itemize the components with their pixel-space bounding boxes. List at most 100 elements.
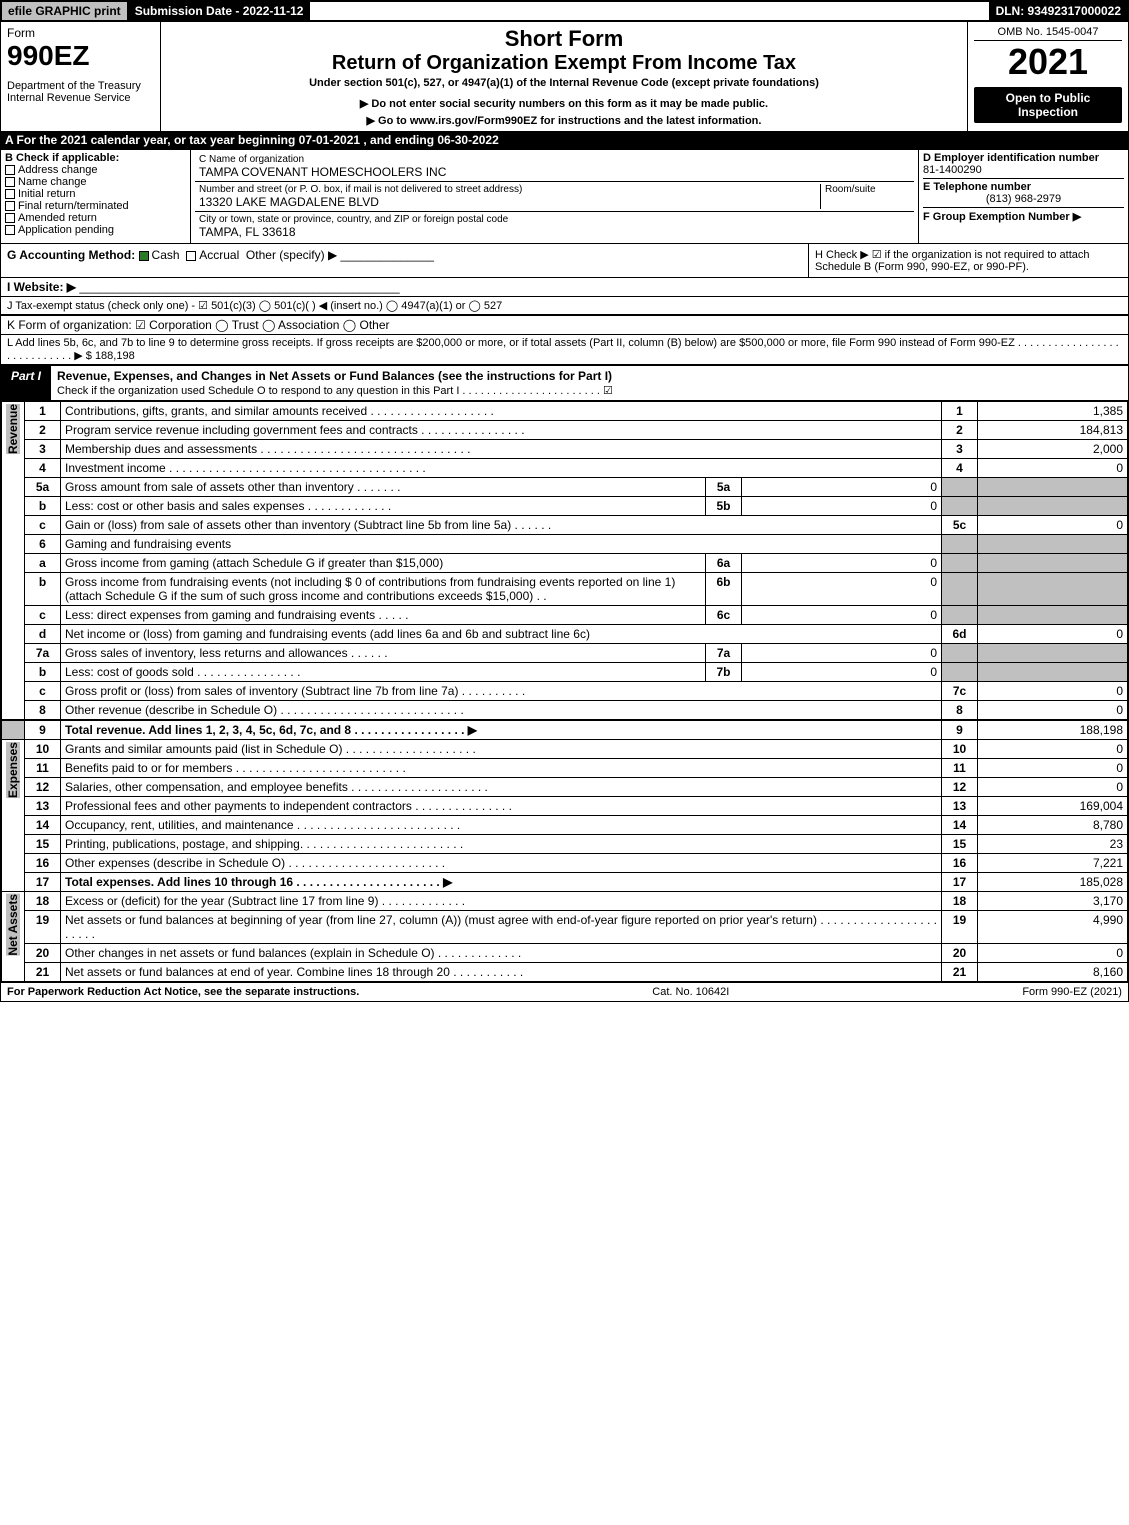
header-left: Form 990EZ Department of the Treasury In… — [1, 22, 161, 131]
phone: (813) 968-2979 — [923, 193, 1124, 208]
j-text: J Tax-exempt status (check only one) - ☑… — [1, 297, 1128, 314]
submission-date: Submission Date - 2022-11-12 — [128, 1, 311, 21]
section-k: K Form of organization: ☑ Corporation ◯ … — [1, 314, 1128, 334]
b-opt-initial[interactable]: Initial return — [5, 188, 186, 200]
c-street-label: Number and street (or P. O. box, if mail… — [199, 184, 820, 195]
line-17: 17Total expenses. Add lines 10 through 1… — [2, 873, 1128, 892]
b-opt-pending[interactable]: Application pending — [5, 224, 186, 236]
line-6a: aGross income from gaming (attach Schedu… — [2, 554, 1128, 573]
line-6b: bGross income from fundraising events (n… — [2, 573, 1128, 606]
section-h: H Check ▶ ☑ if the organization is not r… — [808, 244, 1128, 277]
b-opt-name[interactable]: Name change — [5, 176, 186, 188]
ssn-warning: ▶ Do not enter social security numbers o… — [167, 97, 961, 110]
expenses-label: Expenses — [6, 742, 20, 798]
omb-number: OMB No. 1545-0047 — [974, 26, 1122, 41]
c-room-label: Room/suite — [825, 184, 910, 195]
footer-left: For Paperwork Reduction Act Notice, see … — [7, 986, 359, 998]
g-cash-checkbox[interactable] — [139, 251, 149, 261]
line-9: 9Total revenue. Add lines 1, 2, 3, 4, 5c… — [2, 720, 1128, 740]
line-1: Revenue 1Contributions, gifts, grants, a… — [2, 402, 1128, 421]
form-number: 990EZ — [7, 40, 154, 72]
ein: 81-1400290 — [923, 164, 1124, 179]
line-3: 3Membership dues and assessments . . . .… — [2, 440, 1128, 459]
line-5b: bLess: cost or other basis and sales exp… — [2, 497, 1128, 516]
footer-center: Cat. No. 10642I — [652, 986, 729, 998]
section-c: C Name of organization TAMPA COVENANT HO… — [191, 150, 918, 243]
part1-check: Check if the organization used Schedule … — [57, 385, 613, 397]
line-18: Net Assets 18Excess or (deficit) for the… — [2, 892, 1128, 911]
line-6c: cLess: direct expenses from gaming and f… — [2, 606, 1128, 625]
l-text: L Add lines 5b, 6c, and 7b to line 9 to … — [7, 337, 1119, 362]
line-20: 20Other changes in net assets or fund ba… — [2, 944, 1128, 963]
org-name: TAMPA COVENANT HOMESCHOOLERS INC — [199, 165, 910, 179]
part1-tab: Part I — [1, 366, 51, 400]
form-title: Return of Organization Exempt From Incom… — [167, 52, 961, 75]
line-11: 11Benefits paid to or for members . . . … — [2, 759, 1128, 778]
f-label: F Group Exemption Number ▶ — [923, 210, 1124, 223]
section-j: J Tax-exempt status (check only one) - ☑… — [1, 296, 1128, 314]
k-text: K Form of organization: ☑ Corporation ◯ … — [1, 316, 1128, 334]
g-label: G Accounting Method: — [7, 248, 135, 262]
line-15: 15Printing, publications, postage, and s… — [2, 835, 1128, 854]
line-7a: 7aGross sales of inventory, less returns… — [2, 644, 1128, 663]
tax-year: 2021 — [974, 41, 1122, 83]
line-19: 19Net assets or fund balances at beginni… — [2, 911, 1128, 944]
line-5a: 5aGross amount from sale of assets other… — [2, 478, 1128, 497]
form-subtitle: Under section 501(c), 527, or 4947(a)(1)… — [167, 77, 961, 89]
section-l: L Add lines 5b, 6c, and 7b to line 9 to … — [1, 334, 1128, 364]
footer-right: Form 990-EZ (2021) — [1022, 986, 1122, 998]
section-i: I Website: ▶ ___________________________… — [1, 277, 1128, 296]
d-label: D Employer identification number — [923, 152, 1124, 164]
topbar-spacer — [310, 1, 988, 21]
part1-table: Revenue 1Contributions, gifts, grants, a… — [1, 401, 1128, 982]
b-opt-amended[interactable]: Amended return — [5, 212, 186, 224]
b-opt-address[interactable]: Address change — [5, 164, 186, 176]
line-13: 13Professional fees and other payments t… — [2, 797, 1128, 816]
line-7b: bLess: cost of goods sold . . . . . . . … — [2, 663, 1128, 682]
line-10: Expenses 10Grants and similar amounts pa… — [2, 740, 1128, 759]
line-6d: dNet income or (loss) from gaming and fu… — [2, 625, 1128, 644]
efile-print-button[interactable]: efile GRAPHIC print — [1, 1, 128, 21]
section-b: B Check if applicable: Address change Na… — [1, 150, 191, 243]
line-2: 2Program service revenue including gover… — [2, 421, 1128, 440]
c-name-label: C Name of organization — [199, 154, 910, 165]
g-cash: Cash — [152, 248, 180, 262]
part1-title: Revenue, Expenses, and Changes in Net As… — [51, 366, 1128, 400]
header-right: OMB No. 1545-0047 2021 Open to Public In… — [968, 22, 1128, 131]
line-16: 16Other expenses (describe in Schedule O… — [2, 854, 1128, 873]
g-accrual: Accrual — [199, 248, 239, 262]
form-header: Form 990EZ Department of the Treasury In… — [1, 21, 1128, 131]
revenue-label: Revenue — [6, 404, 20, 454]
i-label: I Website: ▶ — [7, 280, 76, 294]
form-container: efile GRAPHIC print Submission Date - 20… — [0, 0, 1129, 1002]
line-14: 14Occupancy, rent, utilities, and mainte… — [2, 816, 1128, 835]
open-to-public: Open to Public Inspection — [974, 87, 1122, 123]
section-gh: G Accounting Method: Cash Accrual Other … — [1, 243, 1128, 277]
g-accrual-checkbox[interactable] — [186, 251, 196, 261]
g-other: Other (specify) ▶ — [246, 248, 337, 262]
org-street: 13320 LAKE MAGDALENE BLVD — [199, 195, 820, 209]
line-7c: cGross profit or (loss) from sales of in… — [2, 682, 1128, 701]
org-city: TAMPA, FL 33618 — [199, 225, 910, 239]
section-g: G Accounting Method: Cash Accrual Other … — [1, 244, 808, 277]
line-8: 8Other revenue (describe in Schedule O) … — [2, 701, 1128, 721]
line-21: 21Net assets or fund balances at end of … — [2, 963, 1128, 982]
dept-treasury: Department of the Treasury — [7, 80, 154, 92]
line-6: 6Gaming and fundraising events — [2, 535, 1128, 554]
goto-link[interactable]: ▶ Go to www.irs.gov/Form990EZ for instru… — [167, 114, 961, 127]
line-12: 12Salaries, other compensation, and empl… — [2, 778, 1128, 797]
header-center: Short Form Return of Organization Exempt… — [161, 22, 968, 131]
b-heading: B Check if applicable: — [5, 152, 186, 164]
netassets-label: Net Assets — [6, 894, 20, 956]
top-bar: efile GRAPHIC print Submission Date - 20… — [1, 1, 1128, 21]
e-label: E Telephone number — [923, 181, 1124, 193]
line-4: 4Investment income . . . . . . . . . . .… — [2, 459, 1128, 478]
section-bcdef: B Check if applicable: Address change Na… — [1, 149, 1128, 243]
page-footer: For Paperwork Reduction Act Notice, see … — [1, 982, 1128, 1001]
l-value: 188,198 — [95, 350, 135, 362]
form-word: Form — [7, 26, 154, 40]
dln: DLN: 93492317000022 — [989, 1, 1128, 21]
short-form-label: Short Form — [167, 26, 961, 52]
dept-irs: Internal Revenue Service — [7, 92, 154, 104]
b-opt-final[interactable]: Final return/terminated — [5, 200, 186, 212]
